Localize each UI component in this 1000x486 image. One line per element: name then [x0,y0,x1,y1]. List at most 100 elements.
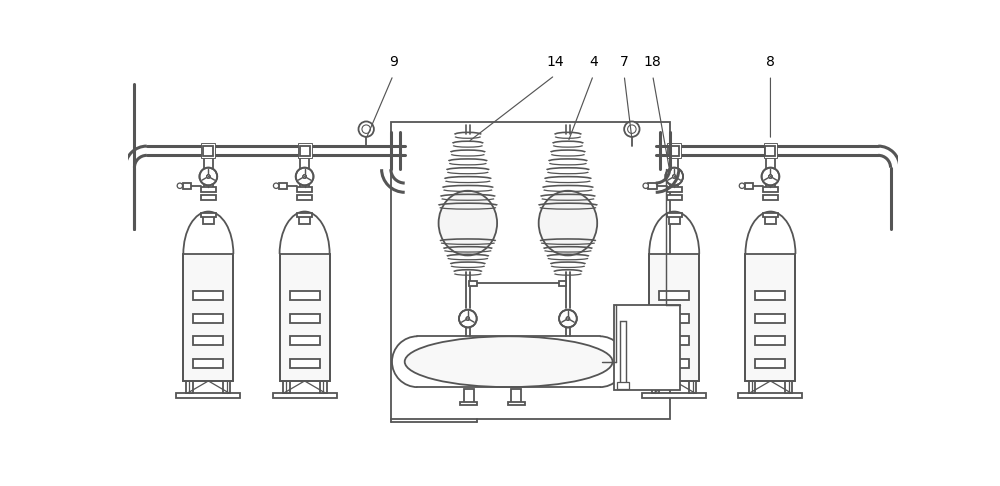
Text: 7: 7 [620,55,629,69]
Bar [755,359,785,368]
Bar [689,381,696,393]
Bar [667,143,681,158]
Circle shape [296,168,313,185]
Circle shape [303,175,306,178]
Bar [193,336,223,346]
Bar [201,195,216,200]
Bar [669,146,679,156]
Circle shape [769,175,772,178]
Text: 9: 9 [389,55,398,69]
Circle shape [207,175,210,178]
Circle shape [273,183,279,189]
Bar [223,381,230,393]
Bar [320,381,327,393]
Bar [559,281,566,286]
Bar [469,281,477,286]
Bar [667,213,682,217]
Text: 4: 4 [589,55,598,69]
Circle shape [739,183,745,189]
Circle shape [559,310,577,328]
Circle shape [665,168,683,185]
Bar [649,254,699,381]
Circle shape [303,175,306,178]
Bar [763,187,778,192]
Bar [183,183,191,189]
Circle shape [303,175,306,178]
Circle shape [769,175,772,178]
Bar [755,291,785,300]
Bar [298,143,312,158]
Circle shape [628,125,636,133]
Bar [297,213,312,217]
Bar [203,146,213,156]
Bar [203,215,214,224]
Bar [764,143,777,158]
Bar [201,213,216,217]
Bar [763,213,778,217]
Text: 14: 14 [546,55,564,69]
Bar [297,187,312,192]
Bar [193,291,223,300]
Bar [648,183,657,189]
Bar [299,215,310,224]
Bar [290,291,320,300]
Bar [290,359,320,368]
Text: 8: 8 [766,55,775,69]
Bar [511,389,521,402]
Bar [283,381,290,393]
Bar [765,146,775,156]
Circle shape [177,183,183,189]
Circle shape [566,317,570,320]
Bar [297,195,312,200]
Bar [300,146,310,156]
Bar [508,402,525,405]
Bar [659,359,689,368]
Bar [290,336,320,346]
Bar [201,187,216,192]
Bar [201,143,215,158]
Bar [614,306,680,390]
Bar [659,313,689,323]
Bar [765,215,776,224]
Bar [763,195,778,200]
Circle shape [566,317,570,320]
Bar [745,183,753,189]
Bar [642,393,706,398]
Bar [755,336,785,346]
Circle shape [643,183,648,189]
Bar [193,313,223,323]
Ellipse shape [539,191,597,256]
Circle shape [466,317,469,320]
Bar [176,393,240,398]
Bar [785,381,792,393]
Bar [460,402,477,405]
Bar [280,254,330,381]
Bar [749,381,755,393]
Circle shape [199,168,217,185]
Bar [273,393,337,398]
Bar [666,195,682,200]
Bar [290,313,320,323]
Circle shape [362,125,370,133]
Bar [738,393,802,398]
Bar [659,291,689,300]
Circle shape [459,310,477,328]
Circle shape [673,175,676,178]
Circle shape [673,175,676,178]
Circle shape [359,122,374,137]
Circle shape [207,175,210,178]
Circle shape [566,317,570,320]
Bar [183,254,233,381]
Bar [666,187,682,192]
Bar [745,254,795,381]
Bar [755,313,785,323]
Bar [193,359,223,368]
Circle shape [624,122,640,137]
Ellipse shape [405,336,613,387]
Bar [652,381,659,393]
Text: 18: 18 [644,55,662,69]
Ellipse shape [439,191,497,256]
Bar [464,389,474,402]
Bar [279,183,287,189]
Circle shape [466,317,469,320]
